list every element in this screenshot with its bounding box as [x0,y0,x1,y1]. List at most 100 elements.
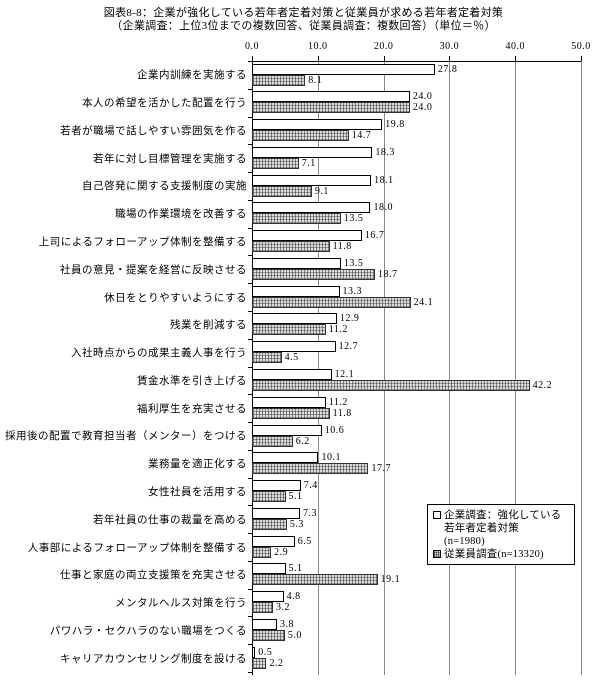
bar-employee-survey [252,463,369,475]
bar-employee-survey [252,352,282,364]
bar-employee-survey [252,407,330,419]
category-tick-mark [248,422,252,424]
bar-company-survey [252,507,301,519]
value-label: 2.9 [274,546,289,558]
bar-company-survey [252,452,319,464]
axis-tick-mark [383,56,385,61]
x-axis-tick-label: 40.0 [505,41,525,52]
value-label: 19.1 [380,574,401,586]
value-label: 7.4 [303,480,318,492]
category-tick-mark [248,588,252,590]
category-tick-mark [248,283,252,285]
category-label: 休日をとりやすいようにする [104,292,247,304]
bar-employee-survey [252,574,378,586]
bar-employee-survey [252,296,411,308]
value-label: 17.7 [371,463,391,475]
category-tick-mark [248,672,252,673]
x-axis-tick-label: 20.0 [373,41,394,52]
value-label: 5.1 [288,563,303,575]
bar-employee-survey [252,602,274,614]
bar-company-survey [252,535,295,547]
value-label: 18.0 [373,202,393,214]
category-tick-mark [248,172,252,174]
category-tick-mark [248,255,252,257]
value-label: 11.8 [332,241,352,253]
bar-employee-survey [252,268,376,280]
bar-company-survey [252,285,340,297]
value-label: 9.1 [314,185,329,197]
category-label: 人事部によるフォローアップ体制を整備する [27,542,247,554]
gridline [581,61,582,675]
category-tick-mark [248,449,252,451]
bar-company-survey [252,618,277,630]
gridline [317,61,319,675]
bar-employee-survey [252,629,285,641]
gridline [515,61,517,675]
bar-company-survey [252,591,284,603]
category-tick-mark [248,199,252,201]
value-label: 24.1 [413,296,434,308]
bar-company-survey [252,563,286,575]
axis-tick-mark [581,56,582,61]
category-label: 仕事と家庭の両立支援策を充実させる [60,570,247,582]
value-label: 24.0 [412,91,433,103]
category-tick-mark [248,533,252,535]
legend: 企業調査：強化している若年者定着対策 (n=1980) 従業員調査(n=1332… [427,504,575,565]
value-label: 18.3 [375,146,395,158]
value-label: 13.3 [342,285,362,297]
value-label: 6.5 [297,535,312,547]
category-tick-mark [248,88,252,90]
value-label: 12.7 [338,341,359,353]
category-label: 入社時点からの成果主義人事を行う [71,348,247,360]
category-label: 若者が職場で話しやすい雰囲気を作る [60,125,247,137]
category-tick-mark [248,394,252,396]
gridline [383,61,385,675]
value-label: 13.5 [343,257,364,269]
bar-company-survey [252,341,336,353]
bar-company-survey [252,424,322,436]
value-label: 10.1 [321,452,341,464]
value-label: 12.1 [334,369,355,380]
bar-employee-survey [252,157,299,169]
value-label: 11.2 [328,396,348,408]
axis-tick-mark [515,56,517,61]
category-label: 社員の意見・提案を経営に反映させる [60,264,247,276]
category-label: 職場の作業環境を改善する [115,209,247,221]
legend-label-employee: 従業員調査(n=13320) [444,549,544,560]
bar-employee-survey [252,185,312,197]
category-tick-mark [248,560,252,562]
value-label: 5.1 [288,491,303,503]
chart-title: 図表8-8：企業が強化している若年者定着対策と従業員が求める若年者定着対策 [103,7,504,19]
bar-company-survey [252,174,372,186]
category-label: 賃金水準を引き上げる [137,375,247,387]
bar-employee-survey [252,518,287,530]
category-tick-mark [248,366,252,368]
category-label: キャリアカウンセリング制度を設ける [60,653,247,665]
x-axis-tick-label: 0.0 [245,41,259,52]
legend-swatch-company [433,511,441,519]
category-tick-mark [248,310,252,312]
category-label: 女性社員を活用する [148,486,247,498]
value-label: 7.3 [303,507,318,519]
value-label: 42.2 [532,380,553,391]
value-label: 4.5 [284,352,299,364]
value-label: 12.9 [339,313,360,325]
category-tick-mark [248,477,252,479]
value-label: 19.8 [385,119,405,131]
legend-label-company: 企業調査：強化している若年者定着対策 (n=1980) [444,510,562,547]
value-label: 24.0 [412,102,433,114]
value-label: 0.5 [258,646,273,658]
bar-company-survey [252,230,362,242]
bar-employee-survey [252,491,286,503]
value-label: 4.8 [286,591,301,603]
gridline [449,61,451,675]
bar-employee-survey [252,130,349,142]
value-label: 5.3 [289,518,304,530]
value-label: 3.8 [280,618,294,630]
bar-company-survey [252,257,341,269]
bar-company-survey [252,396,326,408]
value-label: 18.7 [378,268,398,280]
bar-employee-survey [252,435,293,447]
value-label: 16.7 [364,230,385,242]
